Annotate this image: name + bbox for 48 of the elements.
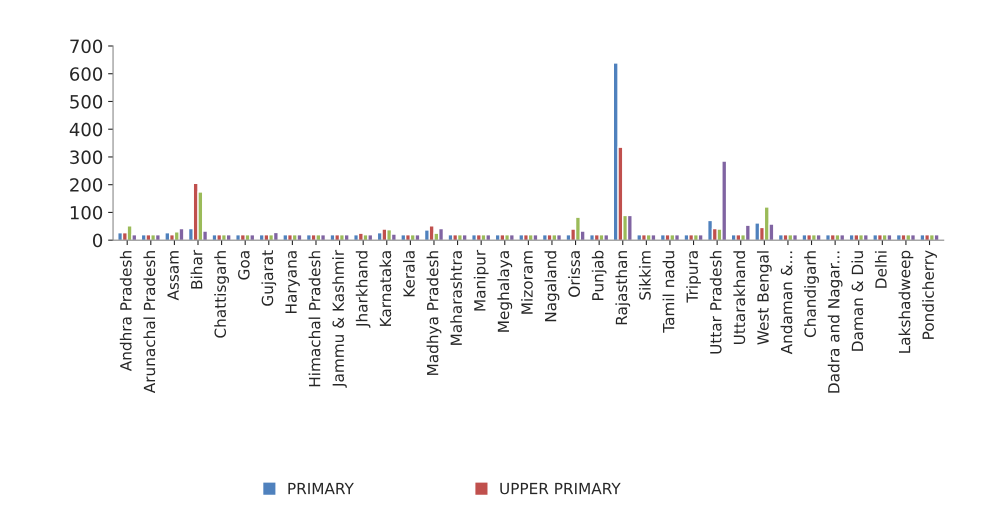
x-tick-label: Kerala (402, 251, 415, 296)
x-tick-label: Andaman &... (780, 252, 792, 354)
x-tick-label: Gujarat (261, 250, 276, 306)
y-tick-label: 700 (70, 39, 102, 54)
x-tick-label: Pondicherry (922, 250, 937, 339)
x-tick-label: Madhya Pradesh (426, 251, 442, 375)
x-tick-label: Orissa (568, 251, 580, 297)
y-tick-label: 200 (70, 178, 102, 192)
x-tick-label: Tamil nadu (662, 251, 674, 333)
x-tick-label: Uttar Pradesh (710, 251, 722, 354)
y-tick-label: 300 (70, 150, 102, 164)
x-tick-label: Goa (238, 251, 250, 280)
x-tick-label: Mizoram (520, 251, 533, 314)
x-tick-label: Manipur (474, 250, 489, 311)
y-tick-label: 500 (70, 94, 102, 109)
x-tick-label: Uttarakhand (733, 251, 746, 344)
x-tick-label: Rajasthan (615, 251, 630, 324)
x-tick-label: Andhra Pradesh (120, 251, 132, 372)
x-tick-label: Jharkhand (356, 251, 370, 328)
y-tick-label: 0 (93, 234, 102, 248)
y-tick-label: 100 (70, 206, 102, 220)
x-tick-label: Arunachal Pradesh (143, 251, 156, 394)
legend-label: PRIMARY (288, 482, 354, 494)
x-tick-label: West Bengal (756, 251, 772, 345)
x-tick-label: Himachal Pradesh (308, 251, 320, 386)
y-tick-label: 600 (70, 67, 102, 81)
bar (674, 234, 680, 240)
x-tick-label: Dadra and Nagar... (828, 252, 843, 393)
y-tick-label: 400 (70, 122, 102, 136)
x-tick-label: Tripura (686, 251, 701, 303)
x-tick-label: Lakshadweep (898, 250, 914, 353)
bar (556, 234, 562, 240)
x-tick-label: Maharashtra (450, 251, 462, 345)
x-tick-label: Chandigarh (804, 251, 819, 338)
x-tick-label: Nagaland (544, 251, 560, 322)
x-tick-label: Karnataka (379, 251, 392, 326)
x-tick-label: Delhi (874, 251, 887, 288)
x-tick-label: Sikkim (638, 251, 651, 300)
x-tick-label: Haryana (285, 251, 300, 313)
x-tick-label: Punjab (592, 250, 607, 300)
legend-label: UPPER PRIMARY (500, 482, 621, 494)
x-tick-label: Jammu & Kashmir (332, 250, 347, 388)
x-tick-label: Chattisgarh (214, 251, 229, 338)
x-tick-label: Assam (167, 251, 179, 300)
bar (438, 228, 444, 240)
x-tick-label: Bihar (190, 250, 202, 288)
x-tick-label: Meghalaya (497, 251, 512, 332)
x-tick-label: Daman & Diu (851, 251, 864, 351)
